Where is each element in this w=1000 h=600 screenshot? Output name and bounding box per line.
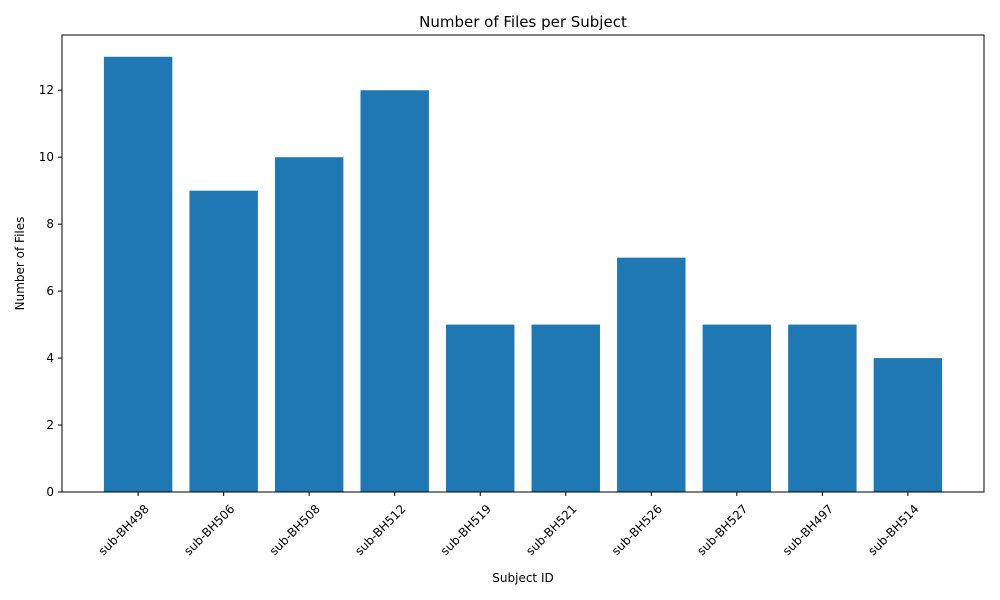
bar-sub-BH519	[446, 324, 515, 492]
bar-sub-BH526	[617, 257, 686, 492]
bar-sub-BH498	[103, 56, 173, 493]
y-tick-label: 4	[46, 351, 54, 365]
y-tick-label: 12	[39, 83, 54, 97]
y-tick-label: 8	[46, 217, 54, 231]
bar-sub-BH512	[360, 90, 429, 492]
x-tick-label: sub-BH514	[865, 502, 921, 558]
y-tick-label: 2	[46, 418, 54, 432]
x-axis-label: Subject ID	[492, 571, 553, 585]
x-tick-label: sub-BH526	[609, 502, 665, 558]
x-tick-label: sub-BH498	[96, 502, 152, 558]
x-tick-label: sub-BH521	[523, 502, 579, 558]
bar-sub-BH506	[189, 190, 258, 492]
y-tick-label: 6	[46, 284, 54, 298]
plot-frame	[61, 34, 985, 493]
bars-group	[103, 56, 943, 493]
x-tick-label: sub-BH497	[780, 502, 836, 558]
x-tick-label: sub-BH527	[694, 502, 750, 558]
bar-sub-BH521	[531, 324, 600, 492]
x-axis: sub-BH498 sub-BH506 sub-BH508 sub-BH512 sub-…	[96, 492, 922, 558]
x-tick-label: sub-BH506	[181, 502, 237, 558]
y-tick-label: 0	[46, 485, 54, 499]
x-tick-label: sub-BH508	[267, 502, 323, 558]
bar-sub-BH508	[274, 157, 344, 492]
x-tick-label: sub-BH519	[438, 502, 494, 558]
bar-sub-BH497	[788, 324, 857, 492]
y-axis-label: Number of Files	[13, 217, 27, 311]
y-tick-label: 10	[39, 150, 54, 164]
bar-sub-BH514	[873, 358, 943, 492]
x-tick-label: sub-BH512	[352, 502, 408, 558]
bar-sub-BH527	[702, 324, 772, 492]
chart-title: Number of Files per Subject	[419, 13, 627, 31]
y-axis: 0 2 4 6 8 10 12	[39, 83, 62, 499]
